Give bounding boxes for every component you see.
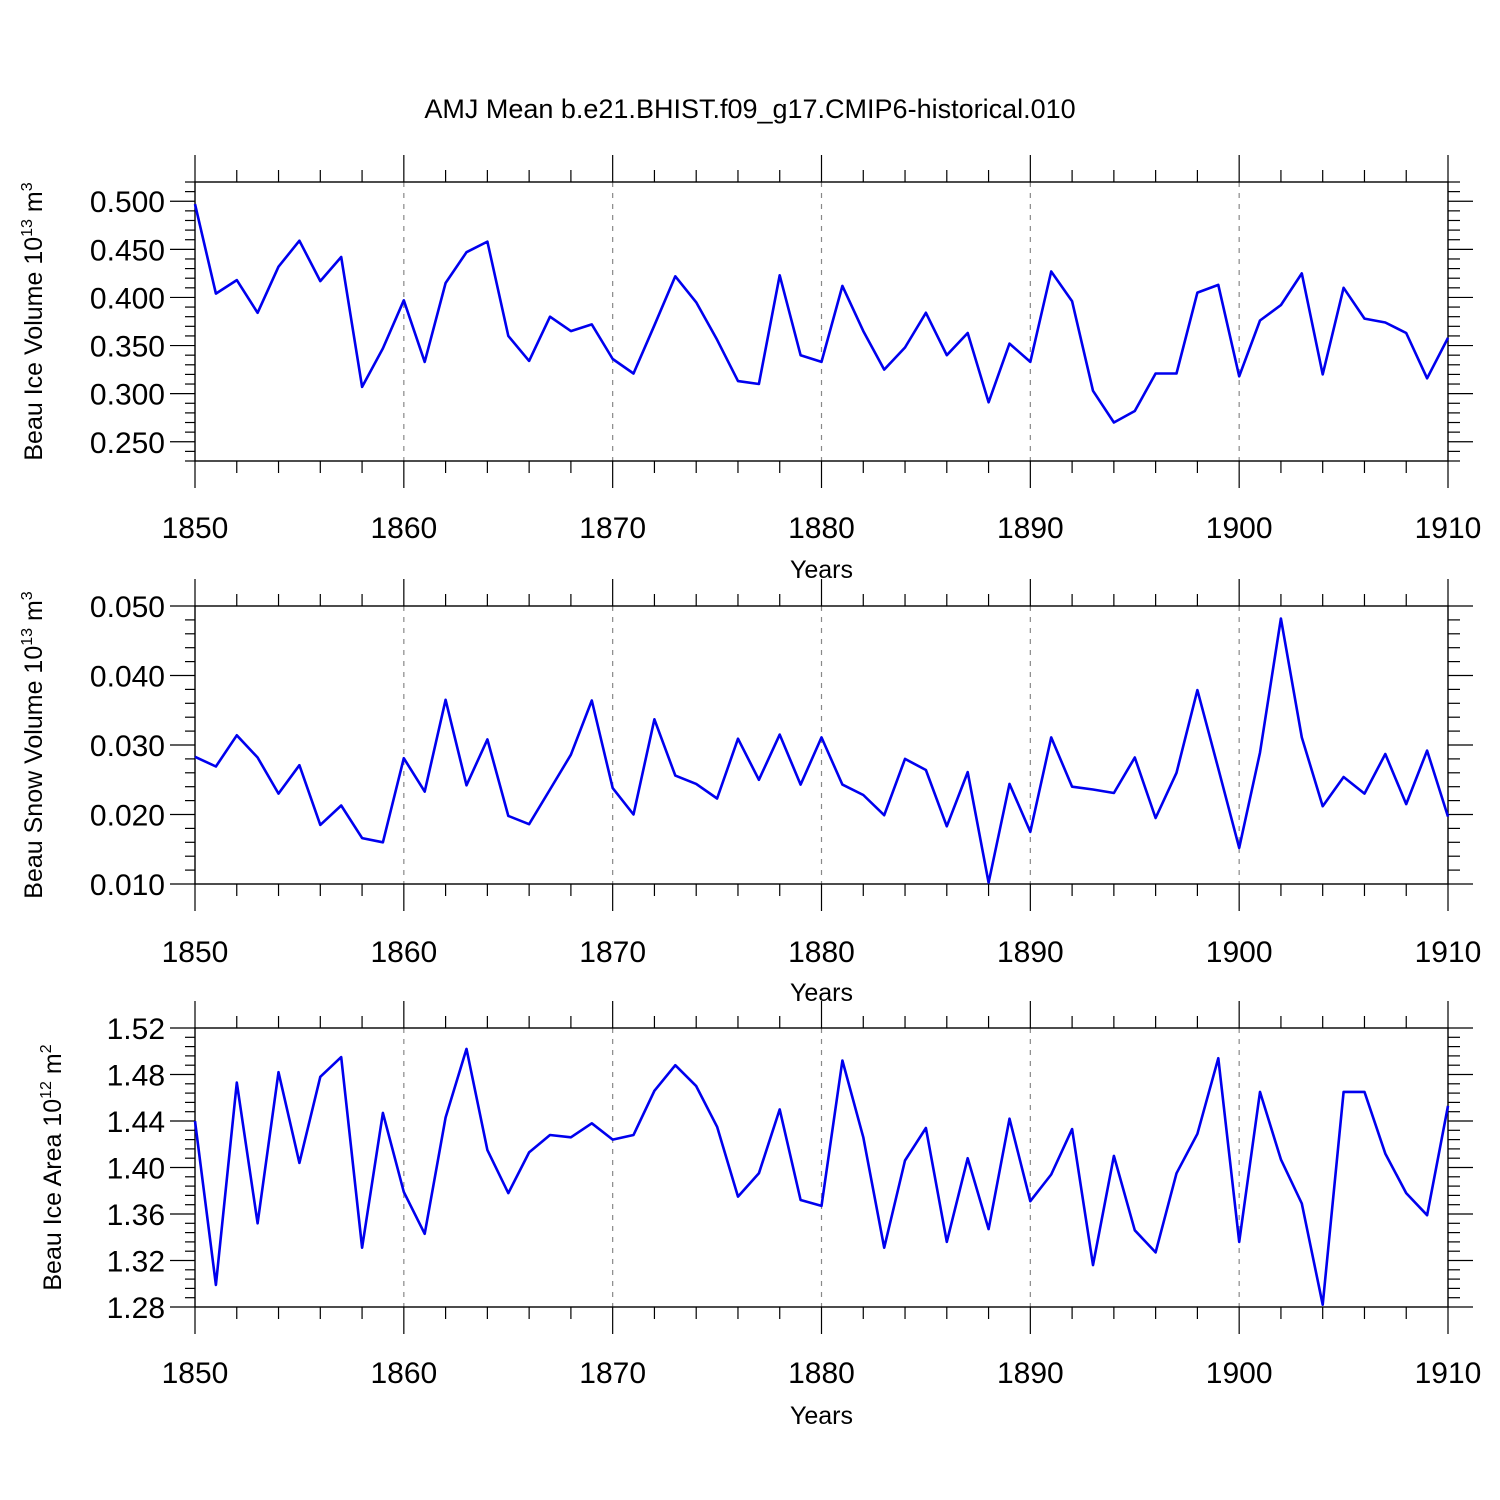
panels: 0.250 0.300 0.350 0.400 0.450 0.500 1850 1860 18… (19, 155, 1481, 1430)
x-tick-label: 1860 (370, 512, 437, 545)
x-tick-label: 1890 (997, 512, 1064, 545)
y-tick-label: 1.48 (107, 1060, 165, 1093)
x-tick-label: 1890 (997, 1357, 1064, 1390)
x-tick-label: 1910 (1415, 1357, 1482, 1390)
y-tick-label: 0.300 (90, 379, 165, 412)
x-tick-label: 1850 (162, 936, 229, 969)
x-tick-label: 1910 (1415, 512, 1482, 545)
x-tick-label: 1880 (788, 512, 855, 545)
series-line-ice-area (193, 1047, 1450, 1306)
y-tick-label: 0.400 (90, 282, 165, 315)
y-tick-label: 1.40 (107, 1153, 165, 1186)
x-tick-label: 1900 (1206, 1357, 1273, 1390)
x-tick-label: 1870 (579, 512, 646, 545)
y-tick-label: 0.500 (90, 186, 165, 219)
x-tick-label: 1900 (1206, 936, 1273, 969)
x-tick-label: 1880 (788, 1357, 855, 1390)
x-tick-label: 1870 (579, 936, 646, 969)
y-tick-label: 1.44 (107, 1106, 165, 1139)
series-line-ice-volume (193, 203, 1450, 424)
x-tick-label: 1890 (997, 936, 1064, 969)
y-tick-label: 0.450 (90, 234, 165, 267)
y-tick-label: 0.050 (90, 591, 165, 624)
y-tick-label: 0.040 (90, 661, 165, 694)
y-tick-label: 0.350 (90, 331, 165, 364)
x-tick-label: 1910 (1415, 936, 1482, 969)
y-tick-label: 0.020 (90, 800, 165, 833)
x-tick-label: 1870 (579, 1357, 646, 1390)
x-axis-title: Years (790, 1402, 853, 1430)
y-tick-label: 1.28 (107, 1292, 165, 1325)
y-axis-title: Beau Ice Area 1012 m2 (38, 1044, 67, 1290)
x-tick-label: 1860 (370, 1357, 437, 1390)
y-tick-label: 1.36 (107, 1199, 165, 1232)
panel-ice-volume: 0.250 0.300 0.350 0.400 0.450 0.500 1850 1860 18… (19, 155, 1481, 584)
y-axis-title: Beau Snow Volume 1013 m3 (19, 591, 48, 899)
y-axis-title: Beau Ice Volume 1013 m3 (19, 182, 48, 460)
y-tick-label: 1.52 (107, 1013, 165, 1046)
chart-title: AMJ Mean b.e21.BHIST.f09_g17.CMIP6-histo… (424, 94, 1075, 124)
y-tick-label: 0.010 (90, 869, 165, 902)
panel-snow-volume: 0.010 0.020 0.030 0.040 0.050 1850 1860 1870 188… (19, 579, 1481, 1007)
x-tick-label: 1860 (370, 936, 437, 969)
x-tick-label: 1850 (162, 512, 229, 545)
x-tick-label: 1900 (1206, 512, 1273, 545)
y-tick-label: 0.250 (90, 427, 165, 460)
x-tick-label: 1850 (162, 1357, 229, 1390)
y-tick-label: 1.32 (107, 1246, 165, 1279)
series-line-snow-volume (194, 617, 1450, 884)
x-tick-label: 1880 (788, 936, 855, 969)
plot-frame (194, 1027, 1449, 1308)
panel-ice-area: 1.28 1.32 1.36 1.40 1.44 1.48 1.52 1850 1860 1870… (38, 1001, 1481, 1430)
y-tick-label: 0.030 (90, 730, 165, 763)
